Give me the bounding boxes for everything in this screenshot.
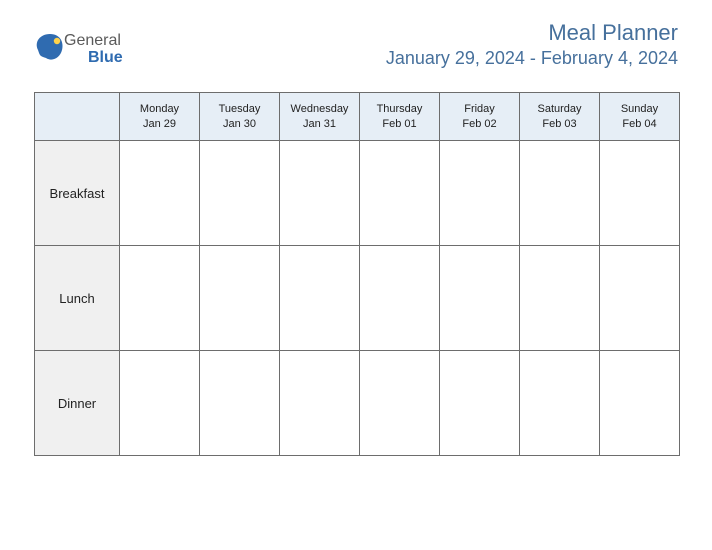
meal-cell[interactable] (600, 351, 680, 456)
day-name: Monday (120, 102, 199, 116)
page-title: Meal Planner (386, 20, 678, 46)
table-row: Breakfast (35, 141, 680, 246)
meal-cell[interactable] (520, 246, 600, 351)
day-header-thursday: Thursday Feb 01 (360, 93, 440, 141)
day-name: Friday (440, 102, 519, 116)
day-name: Sunday (600, 102, 679, 116)
table-row: Dinner (35, 351, 680, 456)
meal-cell[interactable] (360, 246, 440, 351)
day-header-tuesday: Tuesday Jan 30 (200, 93, 280, 141)
day-date: Jan 29 (120, 117, 199, 131)
meal-header-lunch: Lunch (35, 246, 120, 351)
page-header: Meal Planner January 29, 2024 - February… (386, 20, 678, 69)
day-date: Feb 01 (360, 117, 439, 131)
day-date: Feb 02 (440, 117, 519, 131)
meal-cell[interactable] (360, 351, 440, 456)
meal-cell[interactable] (360, 141, 440, 246)
meal-cell[interactable] (200, 141, 280, 246)
meal-cell[interactable] (440, 351, 520, 456)
meal-cell[interactable] (440, 141, 520, 246)
meal-cell[interactable] (120, 141, 200, 246)
logo-text-general: General (64, 32, 121, 49)
day-date: Feb 03 (520, 117, 599, 131)
brand-logo: General Blue (34, 28, 154, 75)
logo-text-blue: Blue (88, 49, 123, 66)
day-date: Jan 30 (200, 117, 279, 131)
meal-cell[interactable] (120, 351, 200, 456)
meal-cell[interactable] (200, 246, 280, 351)
day-header-saturday: Saturday Feb 03 (520, 93, 600, 141)
day-date: Jan 31 (280, 117, 359, 131)
day-header-friday: Friday Feb 02 (440, 93, 520, 141)
meal-cell[interactable] (280, 351, 360, 456)
meal-cell[interactable] (440, 246, 520, 351)
meal-cell[interactable] (280, 141, 360, 246)
date-range: January 29, 2024 - February 4, 2024 (386, 48, 678, 69)
generalblue-logo-svg: General Blue (34, 28, 154, 70)
meal-header-dinner: Dinner (35, 351, 120, 456)
meal-cell[interactable] (280, 246, 360, 351)
meal-planner-table-wrap: Monday Jan 29 Tuesday Jan 30 Wednesday J… (34, 92, 680, 456)
corner-cell (35, 93, 120, 141)
meal-cell[interactable] (520, 141, 600, 246)
meal-cell[interactable] (600, 141, 680, 246)
day-date: Feb 04 (600, 117, 679, 131)
table-row: Lunch (35, 246, 680, 351)
meal-cell[interactable] (600, 246, 680, 351)
day-name: Thursday (360, 102, 439, 116)
meal-planner-table: Monday Jan 29 Tuesday Jan 30 Wednesday J… (34, 92, 680, 456)
day-name: Tuesday (200, 102, 279, 116)
day-name: Wednesday (280, 102, 359, 116)
meal-cell[interactable] (200, 351, 280, 456)
meal-header-breakfast: Breakfast (35, 141, 120, 246)
meal-cell[interactable] (520, 351, 600, 456)
day-name: Saturday (520, 102, 599, 116)
header-row: Monday Jan 29 Tuesday Jan 30 Wednesday J… (35, 93, 680, 141)
day-header-monday: Monday Jan 29 (120, 93, 200, 141)
meal-cell[interactable] (120, 246, 200, 351)
day-header-wednesday: Wednesday Jan 31 (280, 93, 360, 141)
day-header-sunday: Sunday Feb 04 (600, 93, 680, 141)
